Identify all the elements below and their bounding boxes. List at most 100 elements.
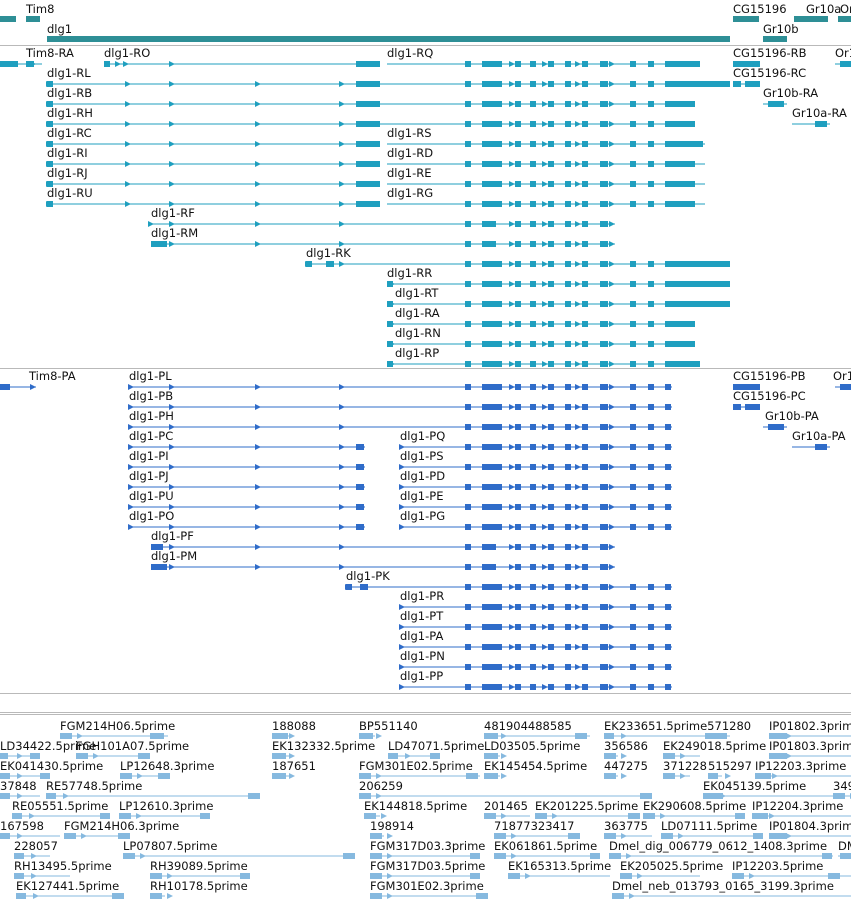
feature-label-ek233651-5prime571280[interactable]: EK233651.5prime571280 [604,719,752,733]
feature-label-fgm317d03-3prime[interactable]: FGM317D03.3prime [370,839,486,853]
feature-label-gr10a-pa[interactable]: Gr10a-PA [792,429,846,443]
feature-label-dmel-neb-013793-0165-3199-3prime[interactable]: Dmel_neb_013793_0165_3199.3prime [612,879,834,893]
feature-label-ek249018-5prime[interactable]: EK249018.5prime [663,739,767,753]
feature-label-37848[interactable]: 37848 [0,779,37,793]
feature-label-481904488585[interactable]: 481904488585 [484,719,572,733]
feature-label-ek061861-5prime[interactable]: EK061861.5prime [494,839,598,853]
feature-label-dlg1-rf[interactable]: dlg1-RF [151,206,195,220]
feature-label-fgm301e02-3prime[interactable]: FGM301E02.3prime [370,879,484,893]
feature-label-dlg1-re[interactable]: dlg1-RE [387,166,432,180]
feature-label-dlg1-rh[interactable]: dlg1-RH [47,106,93,120]
feature-label-dlg1-rg[interactable]: dlg1-RG [387,186,434,200]
feature-label-ld34422-5prime[interactable]: LD34422.5prime [0,739,97,753]
feature-label-lp12610-3prime[interactable]: LP12610.3prime [119,799,214,813]
feature-label-dlg1-pc[interactable]: dlg1-PC [129,429,174,443]
feature-label-lp07807-5prime[interactable]: LP07807.5prime [123,839,218,853]
feature-label-ek132332-5prime[interactable]: EK132332.5prime [272,739,376,753]
feature-label-dlg1-rr[interactable]: dlg1-RR [387,266,433,280]
feature-label-dlg1-pn[interactable]: dlg1-PN [400,649,445,663]
feature-label-tim8-pa[interactable]: Tim8-PA [29,369,76,383]
feature-label-dlg1-ps[interactable]: dlg1-PS [400,449,444,463]
feature-label-187651[interactable]: 187651 [272,759,316,773]
feature-label-dlg1-ru[interactable]: dlg1-RU [47,186,93,200]
feature-label-gr10b-pa[interactable]: Gr10b-PA [765,409,819,423]
feature-label-dlg1-pg[interactable]: dlg1-PG [400,509,446,523]
feature-label-167598[interactable]: 167598 [0,819,44,833]
feature-label-ip12203-5prime[interactable]: IP12203.5prime [732,859,824,873]
feature-label-dlg1-ph[interactable]: dlg1-PH [129,409,174,423]
feature-label-fgm317d03-5prime[interactable]: FGM317D03.5prime [370,859,486,873]
feature-label-dlg1-rk[interactable]: dlg1-RK [306,246,351,260]
feature-label-dlg1-pa[interactable]: dlg1-PA [400,629,444,643]
feature-label-206259[interactable]: 206259 [359,779,403,793]
feature-label-or1[interactable]: Or1 [833,369,851,383]
feature-label-ld07111-5prime[interactable]: LD07111.5prime [661,819,758,833]
feature-label-198914[interactable]: 198914 [370,819,414,833]
feature-label-dlg1-rm[interactable]: dlg1-RM [151,226,199,240]
feature-label-ek144818-5prime[interactable]: EK144818.5prime [364,799,468,813]
feature-label-re05551-5prime[interactable]: RE05551.5prime [12,799,109,813]
feature-label-228057[interactable]: 228057 [14,839,58,853]
feature-label-34955[interactable]: 34955 [833,779,851,793]
feature-label-dlg1-ra[interactable]: dlg1-RA [395,306,440,320]
feature-label-447275[interactable]: 447275 [604,759,648,773]
feature-label-dlg1-pe[interactable]: dlg1-PE [400,489,444,503]
feature-label-bp551140[interactable]: BP551140 [359,719,418,733]
feature-label-dlg1-pp[interactable]: dlg1-PP [400,669,444,683]
feature-label-ip01802-3prime[interactable]: IP01802.3prime [769,719,851,733]
feature-label-dlg1-po[interactable]: dlg1-PO [129,509,175,523]
feature-label-dlg1-pu[interactable]: dlg1-PU [129,489,174,503]
feature-label-dlg1-rb[interactable]: dlg1-RB [47,86,93,100]
feature-label-188088[interactable]: 188088 [272,719,316,733]
feature-label-ek145454-5prime[interactable]: EK145454.5prime [484,759,588,773]
feature-label-tim8[interactable]: Tim8 [26,2,55,16]
feature-label-201465[interactable]: 201465 [484,799,528,813]
feature-label-ld47071-5prime[interactable]: LD47071.5prime [388,739,485,753]
feature-label-or1[interactable]: Or1 [840,2,851,16]
feature-label-371228[interactable]: 371228 [663,759,707,773]
feature-label-tim8-ra[interactable]: Tim8-RA [26,46,74,60]
feature-label-ek201225-5prime[interactable]: EK201225.5prime [535,799,639,813]
feature-label-ip12203-3prime[interactable]: IP12203.3prime [755,759,847,773]
feature-label-dlg1-pd[interactable]: dlg1-PD [400,469,446,483]
feature-label-dlg1-rl[interactable]: dlg1-RL [47,66,91,80]
feature-label-dlg1-rs[interactable]: dlg1-RS [387,126,432,140]
feature-label-gr10b[interactable]: Gr10b [763,22,799,36]
feature-label-rh39089-5prime[interactable]: RH39089.5prime [150,859,248,873]
feature-label-dlg1-pt[interactable]: dlg1-PT [400,609,444,623]
feature-label-dlg1-pr[interactable]: dlg1-PR [400,589,445,603]
feature-label-dlg1-pj[interactable]: dlg1-PJ [129,469,169,483]
feature-label-dm[interactable]: DM [838,839,851,853]
feature-label-cg15196-pc[interactable]: CG15196-PC [733,389,806,403]
feature-label-ek041430-5prime[interactable]: EK041430.5prime [0,759,104,773]
feature-label-dlg1-pl[interactable]: dlg1-PL [129,369,172,383]
feature-label-dlg1-pb[interactable]: dlg1-PB [129,389,174,403]
feature-label-ek290608-5prime[interactable]: EK290608.5prime [643,799,747,813]
feature-label-dlg1-pk[interactable]: dlg1-PK [346,569,390,583]
feature-label-cg15196-pb[interactable]: CG15196-PB [733,369,806,383]
feature-label-ip01804-3prime[interactable]: IP01804.3prime [769,819,851,833]
feature-label-dlg1-rn[interactable]: dlg1-RN [395,326,441,340]
feature-label-dlg1-rq[interactable]: dlg1-RQ [387,46,434,60]
feature-label-ek205025-5prime[interactable]: EK205025.5prime [620,859,724,873]
feature-label-dlg1-ro[interactable]: dlg1-RO [104,46,151,60]
feature-label-ek165313-5prime[interactable]: EK165313.5prime [508,859,612,873]
feature-label-dlg1-rc[interactable]: dlg1-RC [47,126,92,140]
feature-label-dlg1-rp[interactable]: dlg1-RP [395,346,440,360]
feature-label-gr10a-ra[interactable]: Gr10a-RA [792,106,847,120]
feature-label-dlg1-pm[interactable]: dlg1-PM [151,549,198,563]
feature-label-ld03505-5prime[interactable]: LD03505.5prime [484,739,581,753]
feature-label-lp12648-3prime[interactable]: LP12648.3prime [120,759,215,773]
feature-label-dlg1[interactable]: dlg1 [47,22,73,36]
feature-label-dlg1-rd[interactable]: dlg1-RD [387,146,434,160]
feature-label-ek127441-5prime[interactable]: EK127441.5prime [16,879,120,893]
feature-label-fgm301e02-5prime[interactable]: FGM301E02.5prime [359,759,473,773]
feature-label-fgh101a07-5prime[interactable]: FGH101A07.5prime [76,739,190,753]
feature-label-gr10b-ra[interactable]: Gr10b-RA [763,86,819,100]
feature-label-71877323417[interactable]: 71877323417 [494,819,575,833]
feature-label-356586[interactable]: 356586 [604,739,648,753]
feature-label-dlg1-rj[interactable]: dlg1-RJ [47,166,88,180]
feature-label-dlg1-pi[interactable]: dlg1-PI [129,449,169,463]
feature-label-gr10a[interactable]: Gr10a [806,2,842,16]
